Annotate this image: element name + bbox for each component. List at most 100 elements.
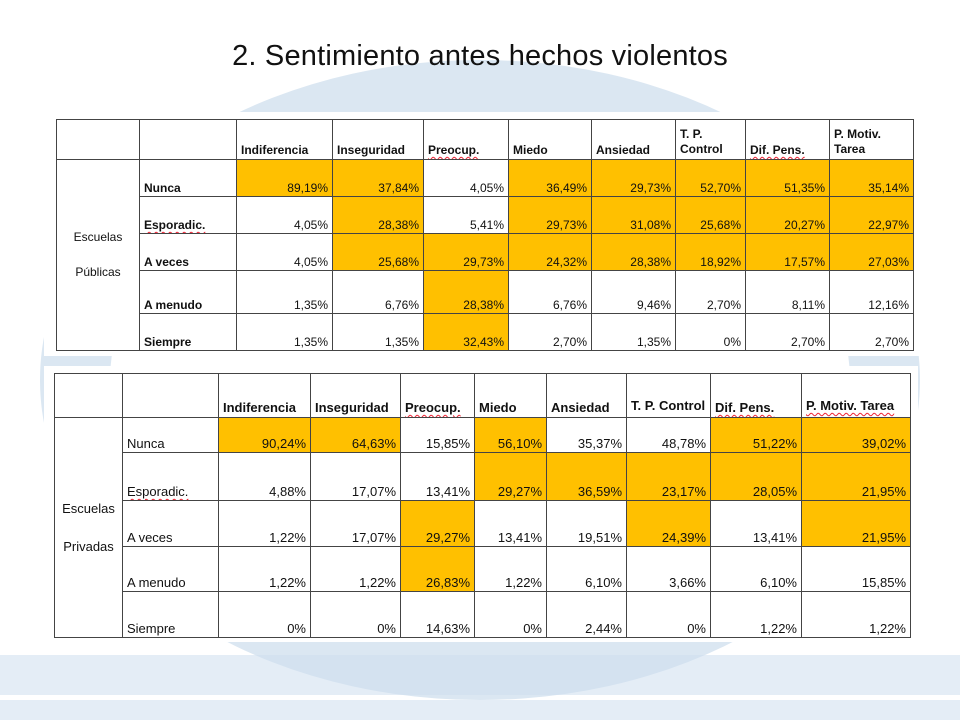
col-header: Indiferencia (236, 119, 333, 160)
value-cell: 29,73% (591, 159, 676, 197)
header-blank (54, 373, 123, 418)
value-cell: 17,07% (310, 452, 401, 501)
value-cell: 4,88% (218, 452, 311, 501)
table-publicas: Indiferencia Inseguridad Preocup. Miedo … (56, 119, 914, 351)
value-cell: 15,85% (801, 546, 911, 592)
table-row: A menudo 1,35% 6,76% 28,38% 6,76% 9,46% 2,70% 8… (57, 270, 914, 314)
value-cell: 13,41% (474, 500, 547, 547)
value-cell: 18,92% (675, 233, 746, 271)
value-cell: 25,68% (675, 196, 746, 234)
value-cell: 25,68% (332, 233, 424, 271)
col-header: Miedo (474, 373, 547, 418)
value-cell: 20,27% (745, 196, 830, 234)
col-header: Indiferencia (218, 373, 311, 418)
value-cell: 4,05% (423, 159, 509, 197)
value-cell: 2,70% (745, 313, 830, 351)
value-cell: 9,46% (591, 270, 676, 314)
table-row: Escuelas Públicas Nunca 89,19% 37,84% 4,05% 36… (56, 159, 914, 351)
row-label: Siempre (122, 591, 219, 638)
value-cell: 0% (310, 591, 401, 638)
value-cell: 37,84% (332, 159, 424, 197)
value-cell: 1,35% (591, 313, 676, 351)
value-cell: 21,95% (801, 500, 911, 547)
value-cell: 22,97% (829, 196, 914, 234)
col-header: Inseguridad (310, 373, 401, 418)
slide-title: 2. Sentimiento antes hechos violentos (232, 40, 728, 72)
value-cell: 1,22% (710, 591, 802, 638)
table-publicas-container: Indiferencia Inseguridad Preocup. Miedo … (44, 112, 920, 356)
table-row: Siempre 1,35% 1,35% 32,43% 2,70% 1,35% 0% 2,70%… (57, 313, 914, 351)
value-cell: 29,73% (423, 233, 509, 271)
value-cell: 29,27% (474, 452, 547, 501)
value-cell: 5,41% (423, 196, 509, 234)
value-cell: 52,70% (675, 159, 746, 197)
table-body: Escuelas Públicas Nunca 89,19% 37,84% 4,05% 36… (56, 159, 914, 351)
value-cell: 0% (675, 313, 746, 351)
value-cell: 28,38% (591, 233, 676, 271)
header-row: Indiferencia Inseguridad Preocup. Miedo … (54, 373, 911, 418)
col-header: Preocup. (423, 119, 509, 160)
value-cell: 89,19% (236, 159, 333, 197)
value-cell: 32,43% (423, 313, 509, 351)
table-row: Escuelas Privadas Nunca 90,24% 64,63% 15,85% 5… (54, 417, 911, 638)
value-cell: 39,02% (801, 417, 911, 453)
value-cell: 4,05% (236, 196, 333, 234)
value-cell: 1,22% (218, 500, 311, 547)
value-cell: 56,10% (474, 417, 547, 453)
row-label: Nunca (139, 159, 237, 197)
value-cell: 23,17% (626, 452, 711, 501)
col-header: Dif. Pens. (710, 373, 802, 418)
value-cell: 64,63% (310, 417, 401, 453)
value-cell: 90,24% (218, 417, 311, 453)
value-cell: 28,38% (423, 270, 509, 314)
value-cell: 0% (626, 591, 711, 638)
value-cell: 6,10% (546, 546, 627, 592)
value-cell: 14,63% (400, 591, 475, 638)
header-row: Indiferencia Inseguridad Preocup. Miedo … (56, 119, 914, 160)
value-cell: 1,22% (474, 546, 547, 592)
col-header: Ansiedad (546, 373, 627, 418)
row-group-label: Escuelas Privadas (54, 417, 123, 638)
value-cell: 2,70% (508, 313, 592, 351)
col-header: T. P. Control (675, 119, 746, 160)
row-label: A menudo (122, 546, 219, 592)
value-cell: 12,16% (829, 270, 914, 314)
value-cell: 1,22% (310, 546, 401, 592)
col-header: Ansiedad (591, 119, 676, 160)
value-cell: 24,32% (508, 233, 592, 271)
value-cell: 0% (474, 591, 547, 638)
table-privadas: Indiferencia Inseguridad Preocup. Miedo … (54, 373, 911, 638)
value-cell: 28,05% (710, 452, 802, 501)
value-cell: 51,35% (745, 159, 830, 197)
value-cell: 24,39% (626, 500, 711, 547)
row-label: Esporadic. (139, 196, 237, 234)
value-cell: 29,73% (508, 196, 592, 234)
table-row: Esporadic. 4,05% 28,38% 5,41% 29,73% 31,08% 25… (57, 196, 914, 234)
table-row: A veces 1,22% 17,07% 29,27% 13,41% 19,51% 24,3… (55, 500, 911, 547)
value-cell: 3,66% (626, 546, 711, 592)
watermark-band (0, 655, 960, 695)
col-header: T. P. Control (626, 373, 711, 418)
value-cell: 15,85% (400, 417, 475, 453)
table-row: A menudo 1,22% 1,22% 26,83% 1,22% 6,10% 3,66% 6… (55, 546, 911, 592)
value-cell: 31,08% (591, 196, 676, 234)
value-cell: 26,83% (400, 546, 475, 592)
row-label: A menudo (139, 270, 237, 314)
value-cell: 1,35% (236, 270, 333, 314)
value-cell: 6,10% (710, 546, 802, 592)
value-cell: 35,14% (829, 159, 914, 197)
value-cell: 6,76% (508, 270, 592, 314)
table-row: Siempre 0% 0% 14,63% 0% 2,44% 0% 1,22% 1,22% (55, 591, 911, 638)
col-header: Preocup. (400, 373, 475, 418)
value-cell: 1,35% (332, 313, 424, 351)
header-blank (139, 119, 237, 160)
value-cell: 2,70% (675, 270, 746, 314)
value-cell: 2,44% (546, 591, 627, 638)
value-cell: 17,07% (310, 500, 401, 547)
table-body: Escuelas Privadas Nunca 90,24% 64,63% 15,85% 5… (54, 417, 911, 638)
row-label: A veces (139, 233, 237, 271)
value-cell: 6,76% (332, 270, 424, 314)
value-cell: 1,22% (218, 546, 311, 592)
header-blank (122, 373, 219, 418)
value-cell: 2,70% (829, 313, 914, 351)
